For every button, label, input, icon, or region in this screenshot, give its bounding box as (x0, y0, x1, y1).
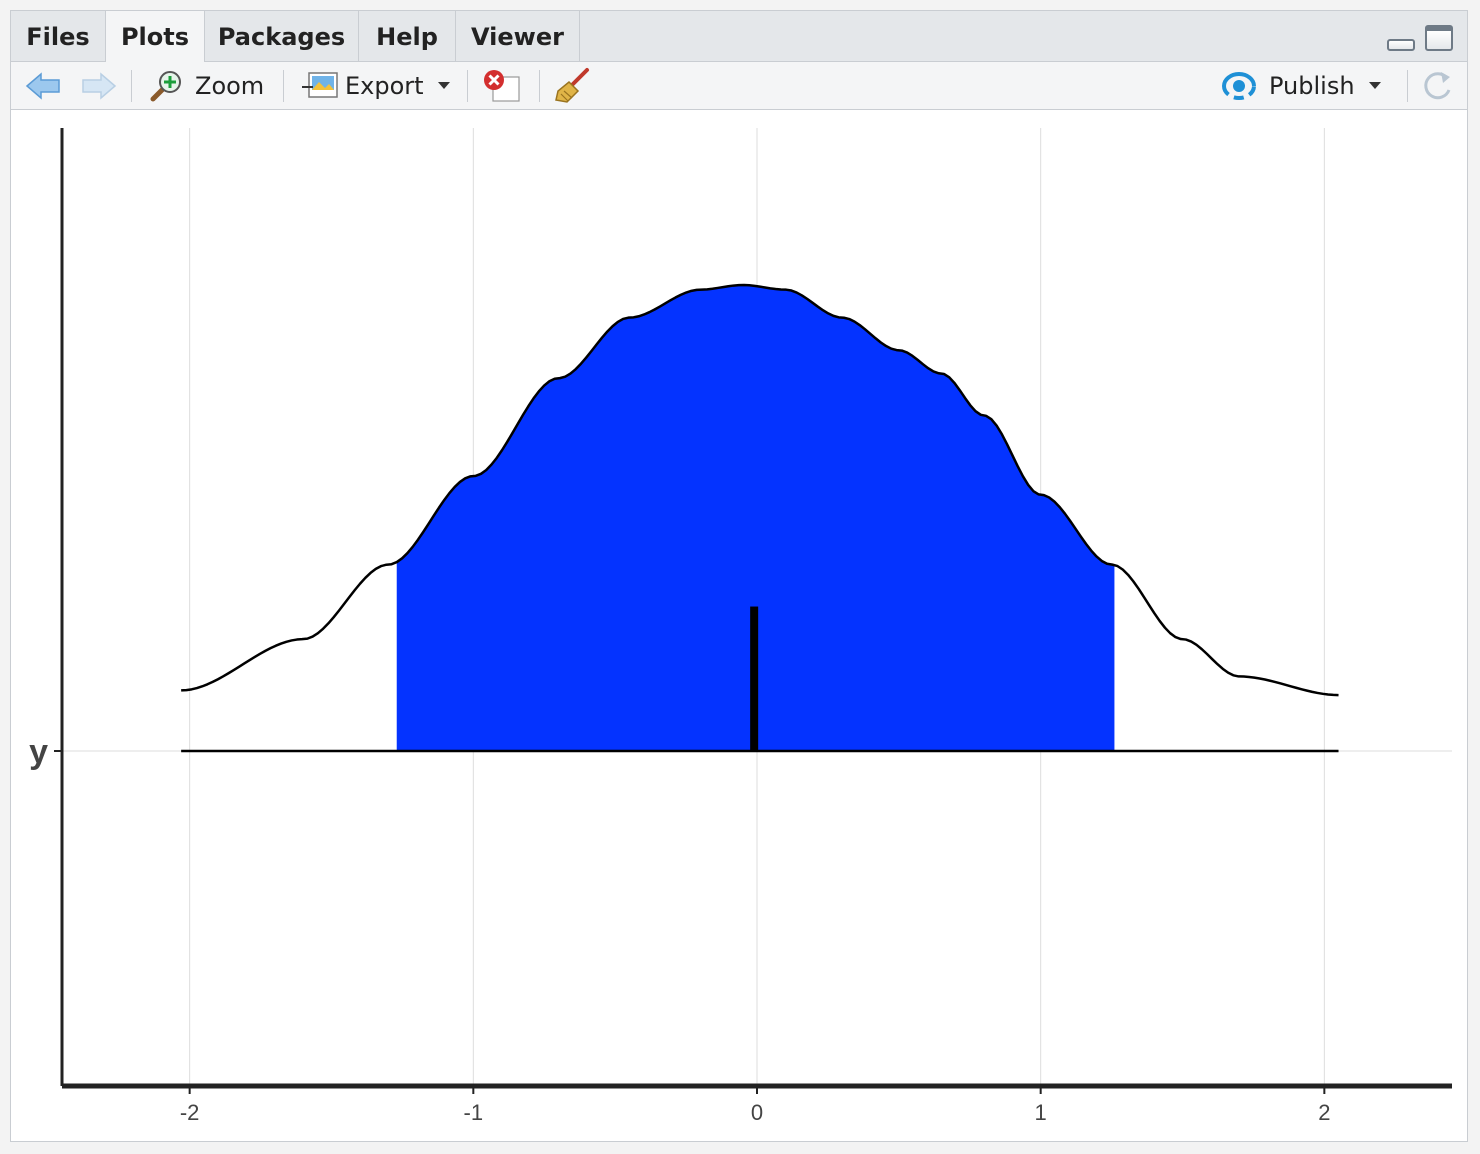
remove-plot-icon (484, 69, 520, 102)
tab-files[interactable]: Files (11, 11, 106, 62)
point-estimate-bar (750, 606, 759, 751)
tab-plots[interactable]: Plots (106, 11, 205, 63)
plot-toolbar: Zoom Export (11, 62, 1467, 110)
zoom-icon (150, 70, 181, 101)
back-button[interactable] (25, 62, 61, 109)
tab-help[interactable]: Help (359, 11, 456, 62)
toolbar-divider (1407, 70, 1408, 102)
export-image-icon (302, 71, 338, 98)
tab-bar: Files Plots Packages Help Viewer (11, 11, 1467, 63)
chevron-down-icon (1368, 82, 1381, 89)
y-category-label: y (29, 733, 48, 771)
x-tick-label: 0 (751, 1100, 763, 1125)
toolbar-divider (131, 70, 132, 102)
density-curve (181, 283, 1339, 697)
remove-plot-button[interactable] (481, 62, 523, 109)
toolbar-divider (283, 70, 284, 102)
x-tick-label: 1 (1035, 1100, 1047, 1125)
arrow-left-icon (25, 71, 60, 100)
zoom-button[interactable]: Zoom (149, 62, 264, 109)
export-label: Export (345, 71, 424, 100)
chevron-down-icon (437, 82, 450, 89)
broom-icon (555, 67, 589, 103)
x-tick-label: 2 (1318, 1100, 1330, 1125)
interval-fill-area (396, 285, 1115, 751)
maximize-pane-icon[interactable] (1425, 25, 1453, 51)
publish-icon (1222, 71, 1256, 100)
refresh-icon (1424, 71, 1451, 99)
minimize-pane-icon[interactable] (1387, 39, 1415, 51)
arrow-right-icon (82, 71, 117, 100)
refresh-button[interactable] (1419, 62, 1455, 109)
toolbar-divider (539, 70, 540, 102)
tab-viewer[interactable]: Viewer (456, 11, 580, 62)
publish-label: Publish (1269, 71, 1355, 100)
clear-plots-button[interactable] (553, 62, 593, 109)
x-tick-label: -2 (180, 1100, 200, 1125)
export-button[interactable]: Export (301, 62, 450, 109)
tab-packages[interactable]: Packages (205, 11, 359, 62)
x-tick-label: -1 (464, 1100, 484, 1125)
forward-button[interactable] (81, 62, 117, 109)
plots-pane: Files Plots Packages Help Viewer (10, 10, 1468, 1142)
publish-button[interactable]: Publish (1219, 62, 1381, 109)
zoom-label: Zoom (195, 71, 265, 100)
toolbar-divider (467, 70, 468, 102)
